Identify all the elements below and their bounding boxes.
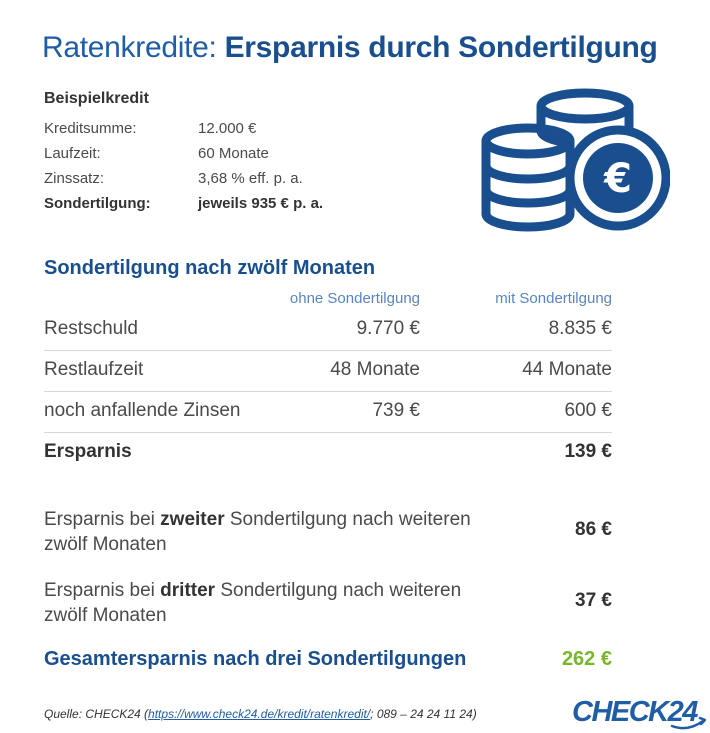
savings-label: Ersparnis	[44, 441, 132, 462]
example-key: Sondertilgung:	[44, 195, 151, 212]
example-row-special-repayment: Sondertilgung: jeweils 935 € p. a.	[44, 194, 323, 219]
comparison-table: Restschuld 9.770 € 8.835 € Restlaufzeit …	[44, 310, 612, 473]
logo-arrow	[698, 716, 706, 726]
source-link[interactable]: https://www.check24.de/kredit/ratenkredi…	[148, 707, 371, 721]
third-repayment-savings: Ersparnis bei dritter Sondertilgung nach…	[44, 578, 612, 628]
grand-total-label: Gesamtersparnis nach drei Sondertilgunge…	[44, 648, 467, 670]
value-without: 9.770 €	[356, 318, 420, 339]
example-row-amount: Kreditsumme: 12.000 €	[44, 119, 323, 144]
example-value: jeweils 935 € p. a.	[198, 195, 324, 212]
logo-swoosh	[670, 719, 705, 730]
value-with: 44 Monate	[522, 359, 612, 380]
table-row: noch anfallende Zinsen 739 € 600 €	[44, 392, 612, 433]
savings-text-bold: zweiter	[160, 509, 225, 530]
savings-text-suffix: Sondertilgung nach weiteren zwölf Monate…	[44, 580, 462, 626]
savings-amount: 37 €	[575, 590, 612, 611]
example-loan-table: Kreditsumme: 12.000 € Laufzeit: 60 Monat…	[44, 119, 323, 219]
row-label: noch anfallende Zinsen	[44, 400, 241, 421]
source-note: Quelle: CHECK24 (https://www.check24.de/…	[44, 707, 477, 721]
example-value: 60 Monate	[198, 145, 269, 162]
example-heading: Beispielkredit	[44, 90, 149, 107]
example-key: Zinssatz:	[44, 170, 105, 187]
comparison-heading: Sondertilgung nach zwölf Monaten	[44, 257, 376, 279]
value-with: 8.835 €	[548, 318, 612, 339]
title-main: Ersparnis durch Sondertilgung	[224, 31, 658, 64]
savings-description: Ersparnis bei dritter Sondertilgung nach…	[44, 578, 504, 628]
value-without: 739 €	[372, 400, 420, 421]
source-prefix: Quelle: CHECK24 (	[44, 707, 149, 721]
row-label: Restlaufzeit	[44, 359, 144, 380]
euro-symbol: €	[603, 156, 632, 202]
row-label: Restschuld	[44, 318, 138, 339]
savings-text-prefix: Ersparnis bei	[44, 509, 161, 530]
savings-description: Ersparnis bei zweiter Sondertilgung nach…	[44, 507, 504, 557]
logo-text: CHECK24	[572, 696, 698, 728]
savings-total-row: Ersparnis 139 €	[44, 433, 612, 473]
page-title: Ratenkredite: Ersparnis durch Sondertilg…	[42, 30, 658, 66]
table-row: Restlaufzeit 48 Monate 44 Monate	[44, 351, 612, 392]
second-repayment-savings: Ersparnis bei zweiter Sondertilgung nach…	[44, 507, 612, 557]
check24-logo: CHECK24	[572, 696, 706, 730]
column-header-without: ohne Sondertilgung	[289, 290, 420, 307]
value-with: 600 €	[564, 400, 612, 421]
value-without: 48 Monate	[330, 359, 420, 380]
example-value: 3,68 % eff. p. a.	[198, 170, 303, 187]
savings-amount: 86 €	[575, 519, 612, 540]
savings-value: 139 €	[564, 441, 612, 462]
savings-text-prefix: Ersparnis bei	[44, 580, 161, 601]
grand-total-row: Gesamtersparnis nach drei Sondertilgunge…	[44, 648, 612, 676]
example-row-rate: Zinssatz: 3,68 % eff. p. a.	[44, 169, 323, 194]
column-header-with: mit Sondertilgung	[495, 290, 612, 307]
title-prefix: Ratenkredite:	[42, 31, 225, 64]
source-suffix: ; 089 – 24 24 11 24)	[370, 707, 477, 721]
example-key: Kreditsumme:	[44, 120, 137, 137]
coins-euro-icon: €	[481, 88, 670, 232]
savings-text-suffix: Sondertilgung nach weiteren zwölf Monate…	[44, 509, 471, 555]
savings-text-bold: dritter	[160, 580, 216, 601]
table-row: Restschuld 9.770 € 8.835 €	[44, 310, 612, 351]
example-row-term: Laufzeit: 60 Monate	[44, 144, 323, 169]
example-value: 12.000 €	[198, 120, 257, 137]
example-key: Laufzeit:	[44, 145, 101, 162]
grand-total-amount: 262 €	[561, 648, 612, 670]
